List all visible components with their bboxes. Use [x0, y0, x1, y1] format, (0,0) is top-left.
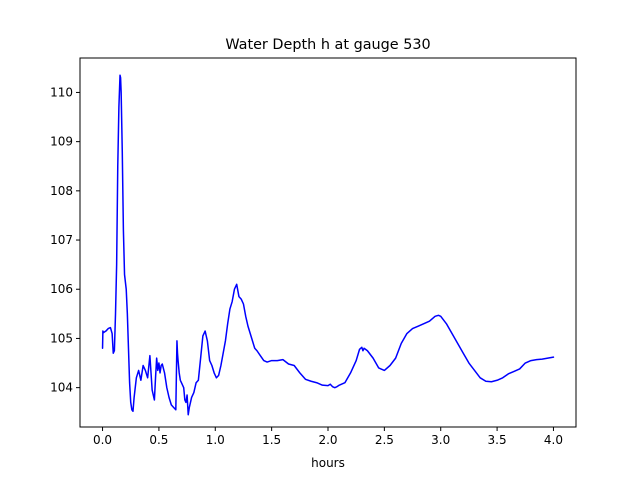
axes-frame	[79, 57, 577, 428]
x-tick-label: 0.5	[149, 433, 168, 447]
y-tick-label: 105	[50, 331, 73, 345]
x-tick-label: 3.5	[488, 433, 507, 447]
x-tick-label: 1.5	[262, 433, 281, 447]
y-tick-label: 110	[50, 85, 73, 99]
x-tick-label: 2.5	[375, 433, 394, 447]
x-axis: 0.0 0.5 1.0 1.5 2.0 2.5 3.0 3.5 4.0	[93, 427, 563, 447]
x-tick-label: 0.0	[93, 433, 112, 447]
plot-area	[101, 74, 555, 416]
x-tick-label: 1.0	[206, 433, 225, 447]
y-tick-label: 109	[50, 135, 73, 149]
x-tick-label: 2.0	[318, 433, 337, 447]
x-tick-label: 3.0	[431, 433, 450, 447]
x-tick-label: 4.0	[544, 433, 563, 447]
y-tick-label: 104	[50, 381, 73, 395]
x-axis-label: hours	[311, 456, 345, 470]
y-tick-label: 107	[50, 233, 73, 247]
y-axis: 104 105 106 107 108 109 110	[50, 85, 80, 395]
series-line-0	[101, 74, 555, 416]
y-tick-label: 108	[50, 184, 73, 198]
y-tick-label: 106	[50, 282, 73, 296]
chart-title: Water Depth h at gauge 530	[225, 37, 430, 53]
